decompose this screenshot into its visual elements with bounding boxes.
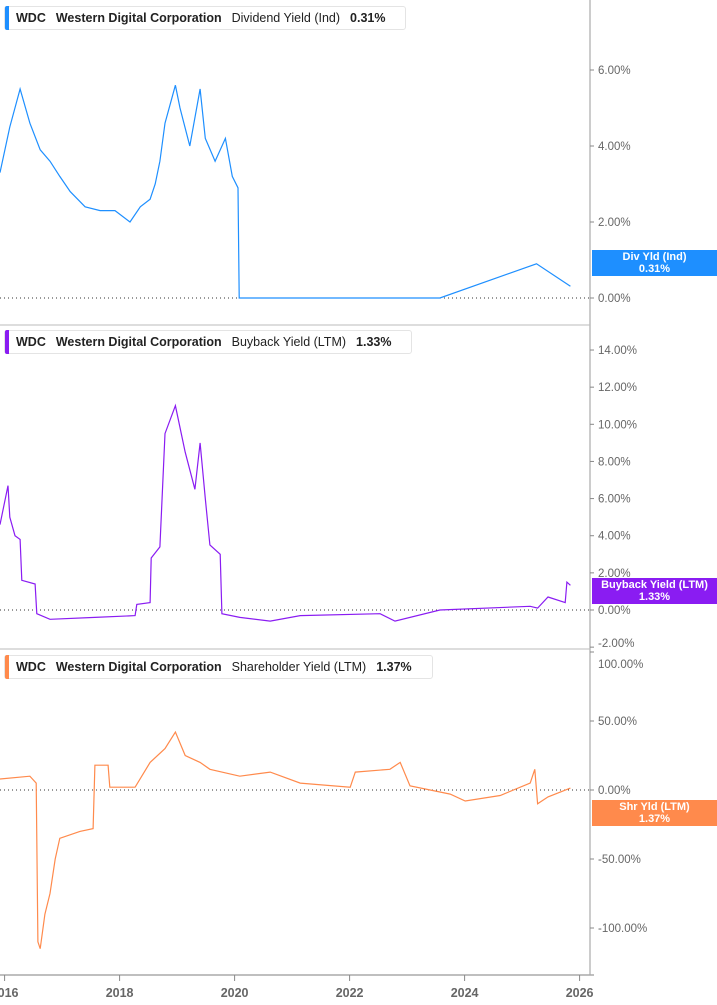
tag-value: 1.37% [638, 813, 671, 825]
series-line-0 [0, 85, 571, 299]
tag-label: Div Yld (Ind) [622, 251, 687, 263]
legend-buyback: WDC Western Digital Corporation Buyback … [4, 330, 413, 354]
tag-value: 0.31% [638, 263, 671, 275]
y-tick-label: 0.00% [598, 785, 631, 797]
y-tick-label: 4.00% [598, 141, 631, 153]
x-tick-label: 2018 [106, 986, 134, 1000]
x-tick-label: 2026 [566, 986, 594, 1000]
y-tick-label: 6.00% [598, 494, 631, 506]
y-tick-label: -50.00% [598, 854, 641, 866]
x-tick-label: 2024 [451, 986, 479, 1000]
legend-ticker: WDC [16, 660, 46, 674]
legend-ticker: WDC [16, 11, 46, 25]
legend-company: Western Digital Corporation [55, 335, 222, 349]
legend-color-bar [5, 330, 9, 354]
legend-color-bar [5, 655, 9, 679]
x-tick-label: 2020 [221, 986, 249, 1000]
y-tick-label: 0.00% [598, 293, 631, 305]
y-tick-label: 10.00% [598, 419, 637, 431]
y-tick-label: 12.00% [598, 382, 637, 394]
y-tick-label: 100.00% [598, 659, 643, 671]
y-tick-label: 2.00% [598, 568, 631, 580]
last-value-tag-shareholder: Shr Yld (LTM) 1.37% [592, 800, 717, 826]
legend-value: 1.33% [356, 335, 392, 349]
legend-value: 1.37% [376, 660, 412, 674]
y-tick-label: 2.00% [598, 217, 631, 229]
x-tick-label: 2022 [336, 986, 364, 1000]
tag-value: 1.33% [638, 591, 671, 603]
y-tick-label: 50.00% [598, 716, 637, 728]
legend-shareholder: WDC Western Digital Corporation Sharehol… [4, 655, 433, 679]
legend-color-bar [5, 6, 9, 30]
y-tick-label: 0.00% [598, 605, 631, 617]
tag-label: Shr Yld (LTM) [619, 801, 690, 813]
legend-company: Western Digital Corporation [55, 11, 222, 25]
legend-dividend: WDC Western Digital Corporation Dividend… [4, 6, 407, 30]
y-tick-label: 6.00% [598, 65, 631, 77]
legend-ticker: WDC [16, 335, 46, 349]
y-tick-label: 14.00% [598, 345, 637, 357]
y-tick-label: -100.00% [598, 923, 647, 935]
series-line-1 [0, 403, 571, 622]
last-value-tag-dividend: Div Yld (Ind) 0.31% [592, 250, 717, 276]
x-tick-label: 2016 [0, 986, 19, 1000]
legend-metric: Buyback Yield (LTM) [231, 335, 347, 349]
series-line-2 [0, 730, 571, 949]
legend-metric: Shareholder Yield (LTM) [231, 660, 367, 674]
tag-label: Buyback Yield (LTM) [601, 579, 708, 591]
y-tick-label: 4.00% [598, 531, 631, 543]
y-tick-label: 8.00% [598, 456, 631, 468]
legend-metric: Dividend Yield (Ind) [231, 11, 341, 25]
legend-company: Western Digital Corporation [55, 660, 222, 674]
legend-value: 0.31% [350, 11, 386, 25]
last-value-tag-buyback: Buyback Yield (LTM) 1.33% [592, 578, 717, 604]
y-tick-label: -2.00% [598, 638, 634, 650]
